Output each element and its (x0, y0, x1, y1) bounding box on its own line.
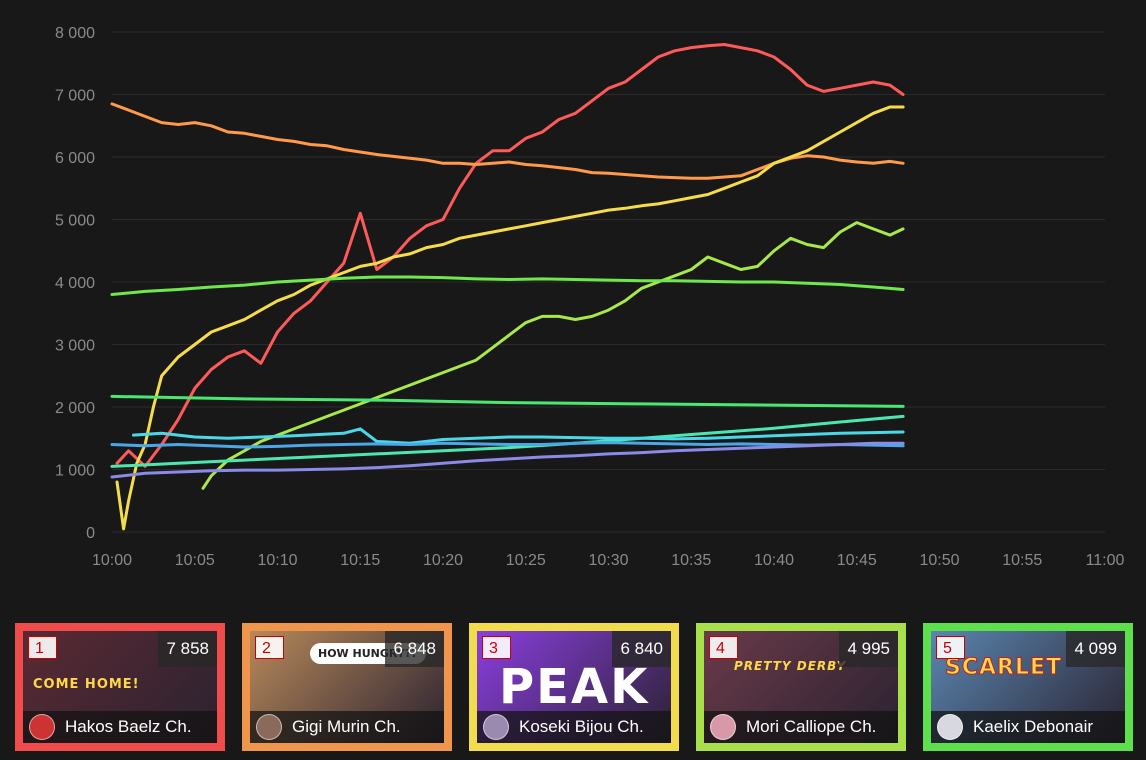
channel-nameplate: Hakos Baelz Ch. (23, 711, 217, 743)
channel-name: Hakos Baelz Ch. (65, 717, 192, 736)
x-tick-label: 11:00 (1086, 552, 1125, 569)
channel-nameplate: Koseki Bijou Ch. (477, 711, 671, 743)
y-tick-label: 1 000 (55, 463, 95, 480)
series-line-10 (110, 441, 905, 479)
x-tick-label: 10:00 (92, 552, 132, 569)
rank-badge: 2 (255, 636, 284, 659)
y-tick-label: 4 000 (55, 275, 95, 292)
avatar (29, 714, 55, 740)
x-tick-label: 10:05 (175, 552, 215, 569)
thumbnail-caption: PEAK (499, 659, 650, 715)
y-tick-label: 3 000 (55, 338, 95, 355)
top-channels: COME HOME! 1 7 858 Hakos Baelz Ch. HOW H… (0, 621, 1146, 760)
viewer-count: 4 995 (839, 631, 898, 667)
channel-card-3[interactable]: PEAK 3 6 840 Koseki Bijou Ch. (469, 623, 679, 751)
x-tick-label: 10:50 (919, 552, 959, 569)
x-tick-label: 10:40 (754, 552, 794, 569)
x-tick-label: 10:35 (671, 552, 711, 569)
series-line-2 (110, 102, 905, 180)
rank-badge: 3 (482, 636, 511, 659)
rank-badge: 4 (709, 636, 738, 659)
channel-name: Kaelix Debonair (973, 717, 1094, 736)
series-line-1 (115, 43, 905, 468)
viewer-count: 6 848 (385, 631, 444, 667)
channel-name: Koseki Bijou Ch. (519, 717, 644, 736)
x-tick-label: 10:25 (506, 552, 546, 569)
channel-nameplate: Mori Calliope Ch. (704, 711, 898, 743)
channel-nameplate: Gigi Murin Ch. (250, 711, 444, 743)
y-tick-label: 2 000 (55, 400, 95, 417)
avatar (483, 714, 509, 740)
x-tick-label: 10:45 (837, 552, 877, 569)
x-tick-label: 10:30 (588, 552, 628, 569)
grid (112, 31, 1105, 533)
rank-badge: 5 (936, 636, 965, 659)
y-tick-label: 8 000 (55, 25, 95, 42)
x-axis: 10:00 10:05 10:10 10:15 10:20 10:25 10:30 10:35… (92, 552, 1125, 569)
series-group (110, 43, 905, 531)
thumbnail-caption: PRETTY DERBY (734, 659, 847, 673)
viewer-count: 6 840 (612, 631, 671, 667)
y-tick-label: 6 000 (55, 150, 95, 167)
y-axis: 0 1 000 2 000 3 000 4 000 5 000 6 000 7 000 8 00… (55, 25, 95, 542)
avatar (710, 714, 736, 740)
series-line-9 (110, 441, 905, 449)
x-tick-label: 10:15 (340, 552, 380, 569)
y-tick-label: 5 000 (55, 213, 95, 230)
x-tick-label: 10:20 (423, 552, 463, 569)
series-line-8 (132, 427, 905, 445)
thumbnail-caption: COME HOME! (33, 677, 140, 692)
channel-card-2[interactable]: HOW HUNGRY?? 2 6 848 Gigi Murin Ch. (242, 623, 452, 751)
series-line-4 (201, 221, 905, 490)
channel-name: Gigi Murin Ch. (292, 717, 401, 736)
series-line-7 (110, 414, 905, 468)
x-tick-label: 10:55 (1002, 552, 1042, 569)
avatar (256, 714, 282, 740)
series-line-3 (115, 105, 905, 531)
channel-nameplate: Kaelix Debonair (931, 711, 1125, 743)
series-line-6 (110, 394, 905, 408)
line-chart: 0 1 000 2 000 3 000 4 000 5 000 6 000 7 000 8 00… (55, 25, 1125, 569)
y-tick-label: 0 (86, 525, 95, 542)
channel-card-5[interactable]: SCARLET 5 4 099 Kaelix Debonair (923, 623, 1133, 751)
channel-card-1[interactable]: COME HOME! 1 7 858 Hakos Baelz Ch. (15, 623, 225, 751)
x-tick-label: 10:10 (257, 552, 297, 569)
channel-name: Mori Calliope Ch. (746, 717, 877, 736)
rank-badge: 1 (28, 636, 57, 659)
viewer-count: 7 858 (158, 631, 217, 667)
avatar (937, 714, 963, 740)
series-line-5 (110, 275, 905, 296)
viewer-count: 4 099 (1066, 631, 1125, 667)
channel-card-4[interactable]: PRETTY DERBY 4 4 995 Mori Calliope Ch. (696, 623, 906, 751)
y-tick-label: 7 000 (55, 88, 95, 105)
